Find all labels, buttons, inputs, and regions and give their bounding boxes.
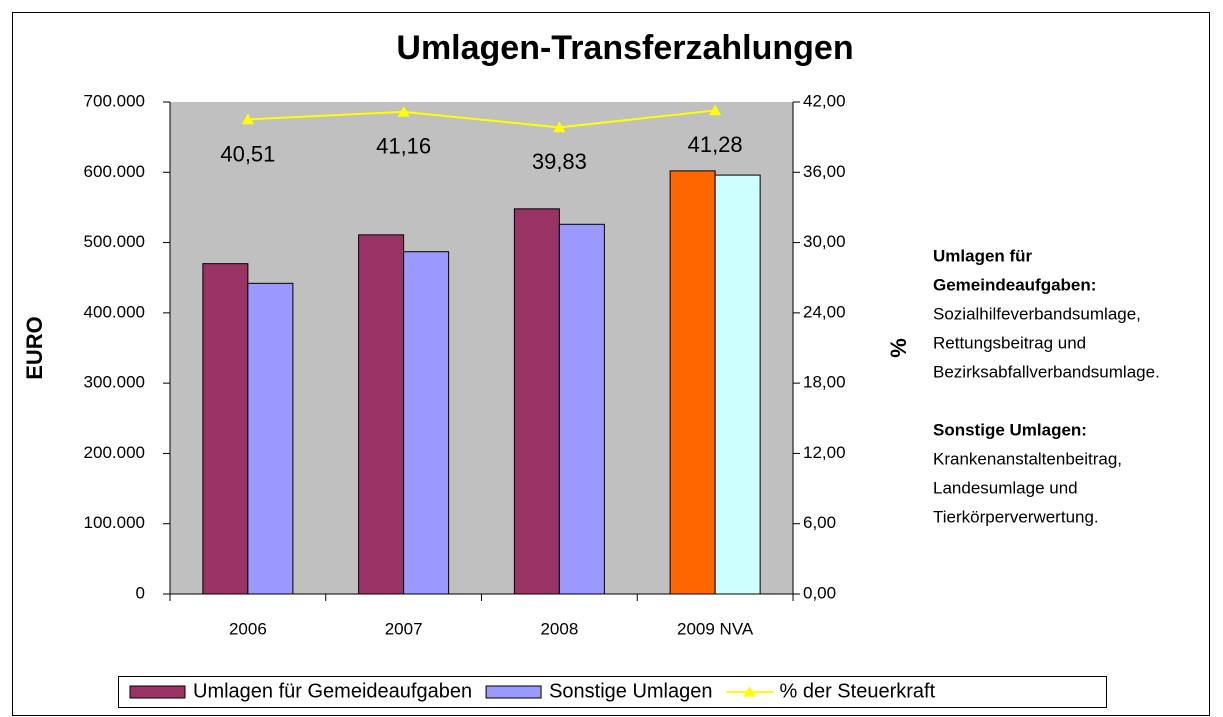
legend-swatch xyxy=(129,685,186,699)
legend-swatch xyxy=(485,685,542,699)
y-tick-label: 300.000 xyxy=(84,373,145,392)
bar xyxy=(558,223,605,595)
line-marker xyxy=(397,105,410,117)
legend-swatch xyxy=(743,686,756,697)
y-axis-title: EURO xyxy=(22,316,47,380)
legend-label: % der Steuerkraft xyxy=(780,680,936,702)
bar xyxy=(358,234,405,595)
note-text: Tierkörperverwertung. xyxy=(933,507,1099,526)
legend-label: Umlagen für Gemeideaufgaben xyxy=(193,680,472,702)
line-marker xyxy=(241,113,254,125)
y2-tick-label: 6,00 xyxy=(803,513,836,532)
x-tick-label: 2009 NVA xyxy=(677,619,754,638)
y-tick-label: 100.000 xyxy=(84,513,145,532)
line-marker xyxy=(553,121,566,133)
y-tick-label: 400.000 xyxy=(84,302,145,321)
note-text: Krankenanstaltenbeitrag, xyxy=(933,449,1122,468)
bar xyxy=(669,170,716,595)
y-tick-label: 200.000 xyxy=(84,443,145,462)
y2-tick-label: 30,00 xyxy=(803,232,846,251)
y-tick-label: 0 xyxy=(136,583,145,602)
bar xyxy=(513,208,560,595)
note-heading: Umlagen für xyxy=(933,246,1033,265)
bar xyxy=(403,251,450,595)
y-tick-label: 700.000 xyxy=(84,91,145,110)
y2-tick-label: 36,00 xyxy=(803,162,846,181)
y2-axis-title: % xyxy=(886,338,911,358)
x-tick-label: 2008 xyxy=(540,619,578,638)
note-text: Landesumlage und xyxy=(933,478,1078,497)
x-tick-label: 2007 xyxy=(385,619,423,638)
bar xyxy=(202,263,249,595)
note-heading: Gemeindeaufgaben: xyxy=(933,275,1096,294)
y2-tick-label: 12,00 xyxy=(803,443,846,462)
legend-label: Sonstige Umlagen xyxy=(549,680,712,702)
bar xyxy=(714,174,761,595)
y2-tick-label: 0,00 xyxy=(803,583,836,602)
y-tick-label: 600.000 xyxy=(84,162,145,181)
note-text: Rettungsbeitrag und xyxy=(933,333,1086,352)
y2-tick-label: 42,00 xyxy=(803,91,846,110)
line xyxy=(247,109,716,129)
data-label: 41,28 xyxy=(688,132,743,157)
y-tick-label: 500.000 xyxy=(84,232,145,251)
x-tick-label: 2006 xyxy=(229,619,267,638)
y2-tick-label: 18,00 xyxy=(803,373,846,392)
line-marker xyxy=(709,104,722,116)
y2-tick-label: 24,00 xyxy=(803,302,846,321)
chart-title: Umlagen-Transferzahlungen xyxy=(396,29,853,67)
bar xyxy=(247,282,294,595)
note-text: Bezirksabfallverbandsumlage. xyxy=(933,362,1160,381)
legend-box xyxy=(118,676,1107,708)
data-label: 40,51 xyxy=(220,141,275,166)
data-label: 39,83 xyxy=(532,149,587,174)
note-text: Sozialhilfeverbandsumlage, xyxy=(933,304,1141,323)
data-label: 41,16 xyxy=(376,134,431,159)
note-heading: Sonstige Umlagen: xyxy=(933,420,1087,439)
